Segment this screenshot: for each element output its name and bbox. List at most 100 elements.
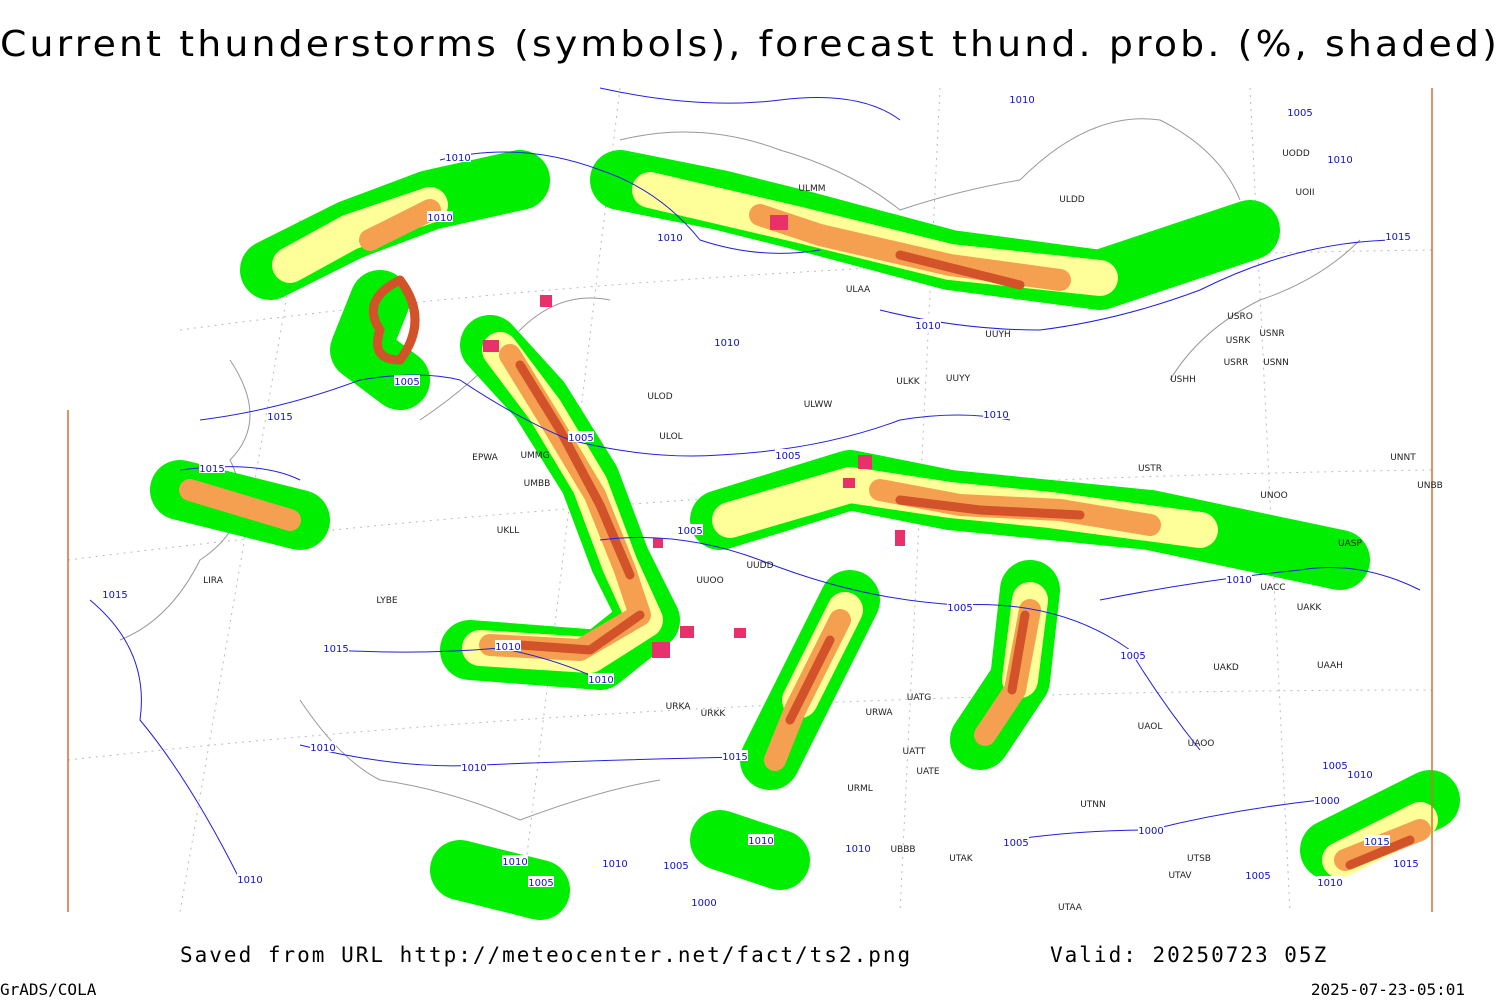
- isobar-label-bg: [1347, 768, 1373, 779]
- station-label: UUDD: [746, 561, 773, 571]
- isobar-label: 1005: [775, 451, 800, 462]
- station-label: UAOL: [1138, 722, 1163, 732]
- station-label: UKLL: [497, 526, 520, 536]
- isobar-label-bg: [1226, 573, 1252, 584]
- isobar-label: 1000: [1138, 826, 1163, 837]
- station-label: USRO: [1227, 312, 1253, 322]
- station-label: UUYY: [946, 374, 971, 384]
- isobar-label-bg: [502, 855, 528, 866]
- isobar-label-bg: [714, 336, 740, 347]
- isobar-label-bg: [323, 642, 349, 653]
- isobar-label-bg: [947, 601, 973, 612]
- isobar-label-bg: [983, 408, 1009, 419]
- storm-areas: [150, 150, 1460, 920]
- isobar-label: 1000: [691, 898, 716, 909]
- isobar-label: 1015: [1364, 837, 1389, 848]
- isobar-label-bg: [461, 761, 487, 772]
- isobar-label-bg: [1120, 649, 1146, 660]
- timestamp: 2025-07-23-05:01: [1311, 980, 1465, 999]
- isobar-label-bg: [199, 462, 225, 473]
- isobar-label-bg: [267, 410, 293, 421]
- isobar-label-bg: [1317, 876, 1343, 887]
- station-label: ULOL: [659, 432, 682, 442]
- isobar-label: 1010: [1317, 878, 1342, 889]
- isobar-label: 1010: [748, 836, 773, 847]
- source-url: Saved from URL http://meteocenter.net/fa…: [180, 943, 912, 967]
- station-label: ULOD: [647, 392, 672, 402]
- isobar-label: 1005: [947, 603, 972, 614]
- isobar-label-bg: [1385, 230, 1411, 241]
- station-label: UUYH: [985, 330, 1010, 340]
- station-label: UTAA: [1058, 903, 1083, 913]
- station-label: UODD: [1282, 149, 1310, 159]
- station-label: UMMG: [520, 451, 549, 461]
- isobar-label: 1015: [323, 644, 348, 655]
- isobar-label: 1010: [427, 213, 452, 224]
- isobar-label: 1015: [199, 464, 224, 475]
- station-label: USTR: [1138, 464, 1162, 474]
- isobar-label: 1010: [502, 857, 527, 868]
- station-label: UAOO: [1188, 739, 1215, 749]
- isobar-label: 1010: [657, 233, 682, 244]
- station-label: UAKK: [1297, 603, 1323, 613]
- isobar-label: 1010: [845, 844, 870, 855]
- isobar-label-bg: [722, 750, 748, 761]
- station-label: URKK: [701, 709, 727, 719]
- isobar-label: 1010: [495, 642, 520, 653]
- isobar-label-bg: [528, 876, 554, 887]
- isobar-label-bg: [568, 431, 594, 442]
- isobar-label-bg: [1138, 824, 1164, 835]
- isobar-label-bg: [1003, 836, 1029, 847]
- station-label: USHH: [1170, 375, 1196, 385]
- station-label: UNOO: [1260, 491, 1288, 501]
- station-label: UTSB: [1187, 854, 1211, 864]
- isobar-label: 1005: [394, 377, 419, 388]
- isobar-label: 1010: [588, 675, 613, 686]
- station-label: URKA: [666, 702, 692, 712]
- map-title: Current thunderstorms (symbols), forecas…: [0, 24, 1500, 65]
- isobar-label: 1010: [1327, 155, 1352, 166]
- station-label: UBBB: [890, 845, 915, 855]
- isobar-label: 1015: [267, 412, 292, 423]
- isobar-label-bg: [657, 231, 683, 242]
- station-label: UAKD: [1213, 663, 1239, 673]
- station-label: UTNN: [1080, 800, 1106, 810]
- isobar-label: 1005: [663, 861, 688, 872]
- isobar-label: 1010: [714, 338, 739, 349]
- isobar-label: 1010: [1347, 770, 1372, 781]
- station-label: ULWW: [804, 400, 833, 410]
- isobar-label-bg: [1393, 857, 1419, 868]
- isobar-label-bg: [1287, 106, 1313, 117]
- isobar-label: 1005: [677, 526, 702, 537]
- isobar-label: 1015: [1385, 232, 1410, 243]
- isobar-label: 1010: [310, 743, 335, 754]
- station-label: ULMM: [798, 184, 825, 194]
- isobar-label-bg: [775, 449, 801, 460]
- station-label: USNR: [1259, 329, 1284, 339]
- isobar-label-bg: [602, 857, 628, 868]
- isobar-label: 1010: [1226, 575, 1251, 586]
- isobar-label: 1010: [445, 153, 470, 164]
- isobar-label: 1005: [528, 878, 553, 889]
- isobar-label-bg: [1327, 153, 1353, 164]
- station-label: LIRA: [203, 576, 224, 586]
- isobar-label-bg: [845, 842, 871, 853]
- station-labels: ULDD ULMM ULAA UUYH ULKK UUYY ULWW ULOD ULOL UMMG…: [203, 149, 1443, 913]
- isobar-label: 1015: [102, 590, 127, 601]
- valid-time: Valid: 20250723 05Z: [1050, 943, 1328, 967]
- isobar-label-bg: [691, 896, 717, 907]
- isobar-label: 1015: [722, 752, 747, 763]
- isobar-label: 1010: [915, 321, 940, 332]
- isobar-label-bg: [1245, 869, 1271, 880]
- isobar-label: 1005: [1120, 651, 1145, 662]
- station-label: UAAH: [1317, 661, 1343, 671]
- isobar-label-bg: [495, 640, 521, 651]
- isobar-label: 1010: [461, 763, 486, 774]
- station-label: UOII: [1296, 188, 1315, 198]
- isobar-label: 1005: [1003, 838, 1028, 849]
- station-label: EPWA: [472, 453, 499, 463]
- isobar-label-bg: [748, 834, 774, 845]
- isobar-label-bg: [102, 588, 128, 599]
- isobar-label: 1010: [983, 410, 1008, 421]
- isobar-label-bg: [445, 151, 471, 162]
